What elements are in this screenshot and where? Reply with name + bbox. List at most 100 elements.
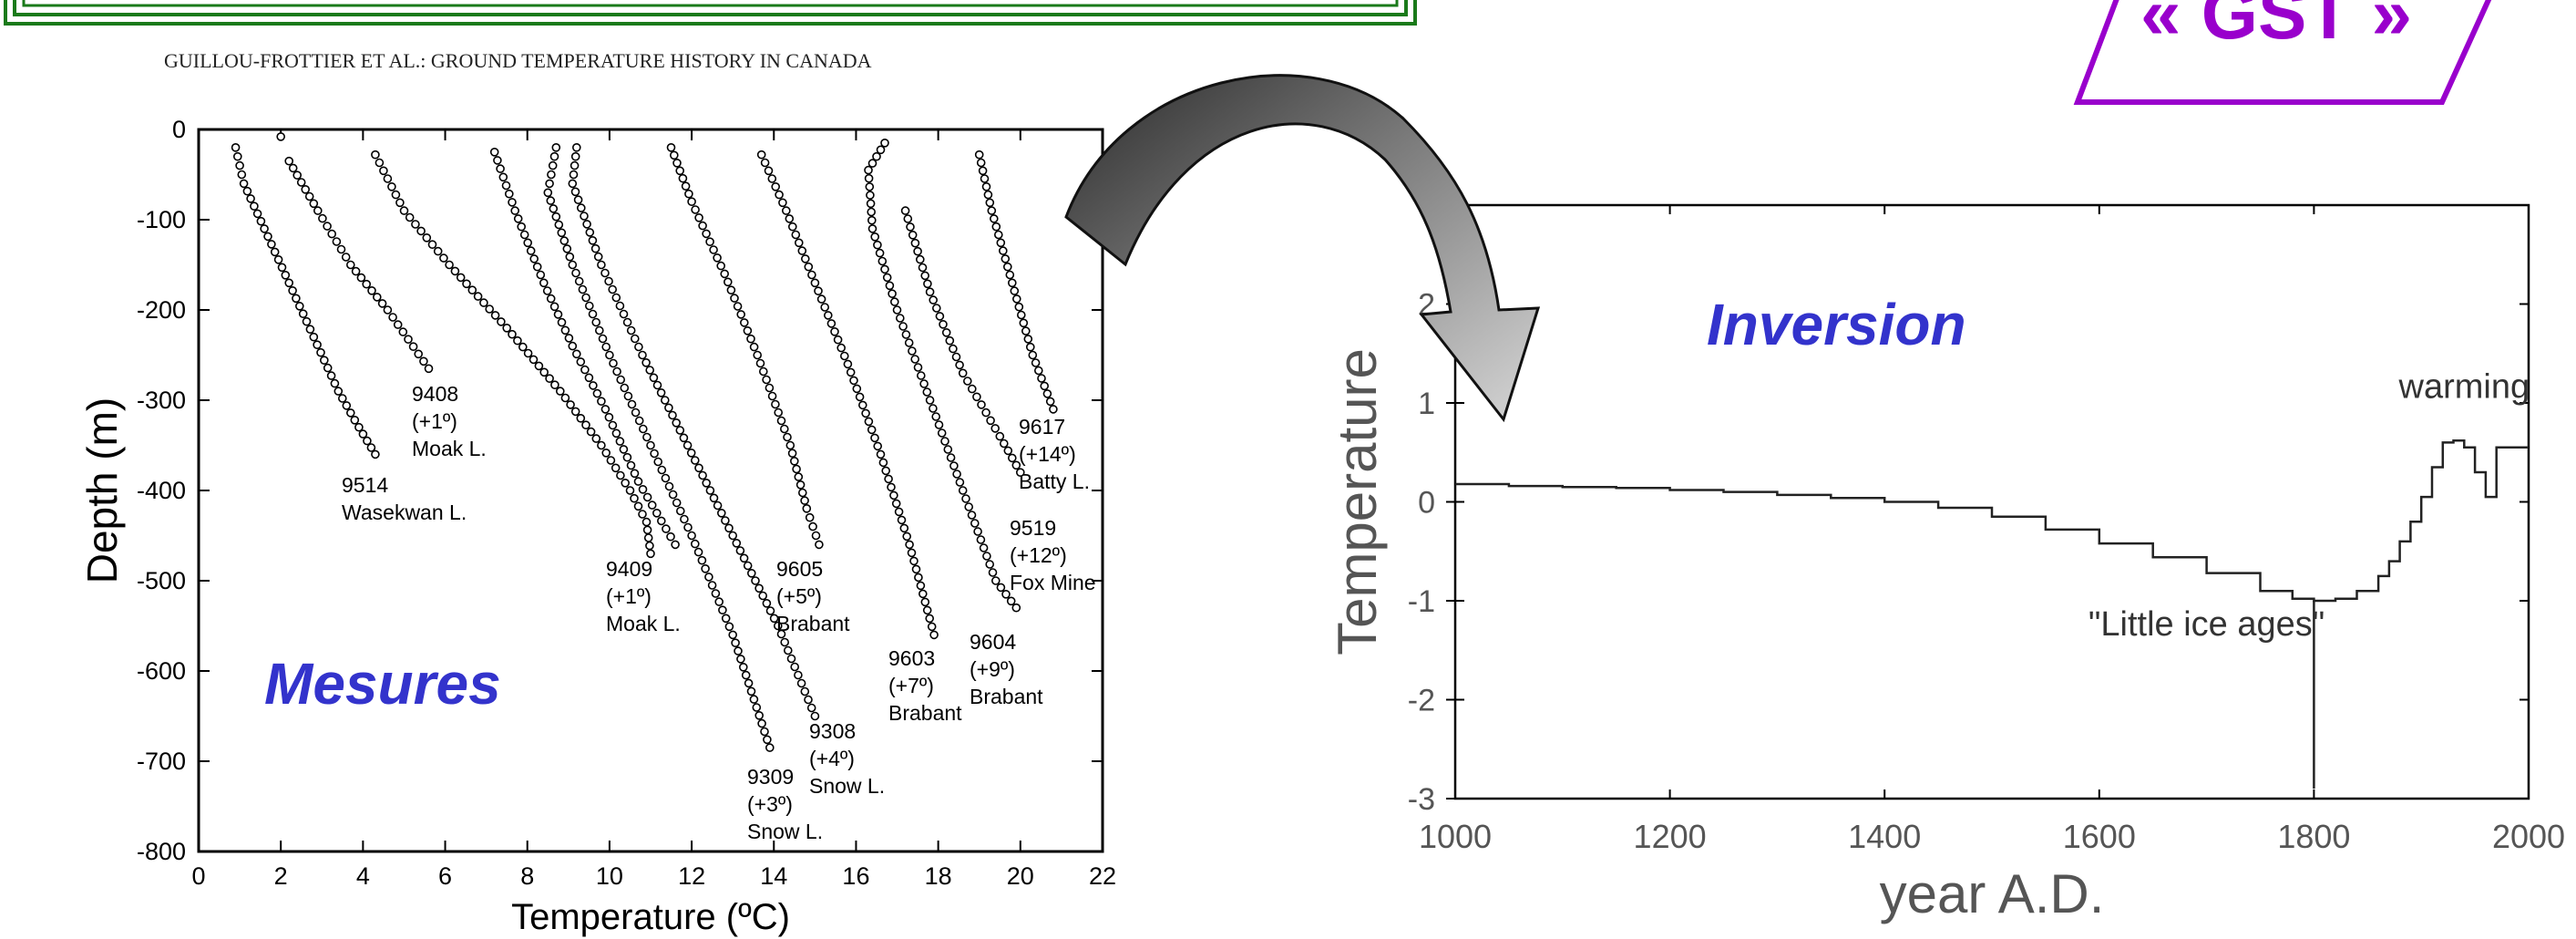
data-point	[619, 309, 629, 319]
data-point	[816, 294, 826, 304]
data-point	[731, 638, 740, 648]
data-point	[1006, 596, 1016, 606]
data-point	[490, 311, 500, 320]
data-point	[746, 568, 756, 578]
data-point	[305, 325, 315, 335]
data-point	[590, 243, 600, 253]
data-point	[1028, 350, 1038, 360]
data-point	[641, 357, 651, 367]
x-tick-label: 20	[1007, 862, 1034, 890]
data-point	[990, 214, 999, 223]
data-point	[718, 605, 727, 615]
data-point	[846, 367, 856, 377]
borehole-label: Snow L.	[809, 774, 885, 798]
data-point	[849, 376, 858, 386]
data-point	[606, 456, 616, 465]
data-point	[341, 253, 351, 262]
data-point	[867, 159, 877, 168]
data-point	[559, 236, 570, 245]
borehole-label: (+1º)	[606, 584, 652, 608]
data-point	[645, 541, 654, 551]
data-point	[760, 727, 769, 737]
data-point	[424, 364, 434, 374]
data-point	[899, 523, 909, 533]
data-point	[1049, 405, 1058, 414]
data-point	[791, 230, 801, 240]
data-point	[231, 143, 241, 152]
data-point	[326, 371, 336, 380]
data-point	[645, 366, 655, 375]
data-point	[1001, 254, 1011, 263]
data-point	[716, 261, 726, 271]
data-point	[608, 284, 618, 294]
data-point	[371, 150, 380, 160]
data-point	[787, 222, 797, 232]
data-point	[323, 363, 333, 373]
data-point	[698, 221, 707, 231]
data-point	[972, 392, 981, 402]
data-point	[891, 499, 901, 509]
y-tick-label: -2	[1408, 684, 1435, 718]
data-point	[913, 363, 923, 372]
data-point	[864, 173, 874, 183]
data-point	[1042, 389, 1052, 398]
data-point	[738, 662, 748, 672]
data-point	[929, 404, 938, 413]
data-point	[302, 316, 312, 326]
data-point	[986, 416, 995, 426]
data-point	[553, 310, 563, 319]
data-point	[910, 238, 920, 248]
data-point	[672, 418, 682, 428]
data-point	[296, 178, 306, 187]
data-point	[794, 670, 803, 680]
data-point	[650, 449, 659, 459]
data-point	[557, 228, 567, 238]
data-point	[744, 678, 754, 688]
data-point	[783, 645, 793, 655]
data-point	[568, 341, 578, 351]
data-point	[800, 686, 810, 697]
data-point	[319, 356, 329, 366]
borehole-label: (+5º)	[776, 584, 822, 608]
data-point	[493, 156, 502, 165]
data-point	[765, 743, 775, 752]
data-point	[411, 220, 420, 229]
curved-arrow-icon	[1064, 74, 1541, 423]
x-tick-label: 4	[356, 862, 370, 890]
data-point	[867, 425, 877, 435]
data-point	[690, 456, 700, 465]
data-point	[304, 191, 314, 201]
data-point	[970, 519, 980, 528]
borehole-series-9309	[543, 143, 775, 752]
data-point	[776, 629, 786, 639]
data-point	[568, 179, 578, 189]
gst-badge-label: « GST »	[2140, 0, 2412, 54]
data-point	[707, 581, 717, 590]
data-point	[508, 198, 517, 207]
data-point	[705, 237, 714, 247]
data-point	[1003, 262, 1012, 272]
data-point	[551, 212, 561, 222]
data-point	[543, 188, 553, 198]
data-point	[284, 278, 294, 288]
data-point	[536, 270, 546, 280]
data-point	[995, 431, 1005, 441]
data-point	[681, 181, 691, 191]
mesures-label: Mesures	[264, 651, 501, 717]
y-tick-label: 1	[1418, 387, 1435, 421]
data-point	[664, 403, 673, 413]
data-point	[345, 260, 355, 270]
data-point	[675, 426, 685, 435]
data-point	[925, 614, 935, 624]
data-point	[905, 540, 914, 550]
data-point	[988, 568, 998, 577]
data-point	[277, 263, 287, 273]
x-tick-label: 1400	[1848, 818, 1921, 855]
data-point	[309, 332, 319, 342]
x-tick-label: 6	[438, 862, 452, 890]
data-point	[576, 413, 586, 423]
data-point	[584, 301, 594, 311]
x-tick-label: 1800	[2277, 818, 2350, 855]
data-point	[1023, 335, 1033, 344]
